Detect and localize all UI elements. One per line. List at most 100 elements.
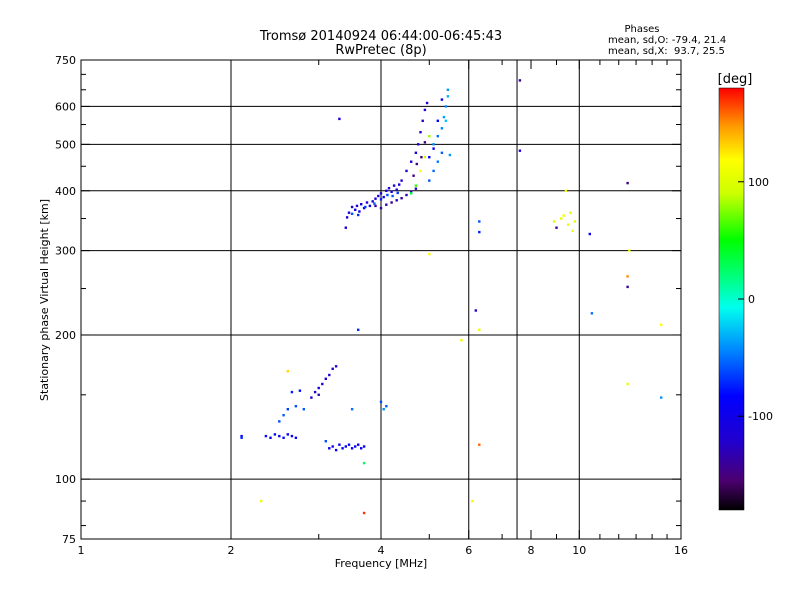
data-point (360, 447, 363, 450)
data-point (331, 445, 334, 448)
data-point (260, 499, 263, 503)
data-point (382, 195, 385, 199)
data-point (374, 197, 377, 200)
data-point (419, 131, 422, 134)
data-point (347, 211, 351, 214)
data-point (423, 156, 427, 159)
data-point (444, 119, 448, 122)
data-point (379, 198, 383, 201)
x-tick-label: 4 (378, 544, 385, 557)
data-point (395, 199, 398, 202)
data-point (560, 217, 563, 220)
data-point (391, 194, 394, 198)
y-ticks: 75 100 200 300 400 500 600 750 (55, 54, 681, 546)
data-point (660, 323, 663, 326)
data-point (410, 190, 413, 193)
x-tick-label: 8 (528, 544, 535, 557)
data-point (385, 405, 388, 408)
data-point (350, 205, 354, 209)
data-point (350, 447, 354, 450)
data-point (313, 390, 317, 394)
data-point (269, 436, 272, 439)
data-point (286, 370, 289, 373)
data-point (374, 204, 377, 208)
data-point (357, 443, 360, 446)
data-point (478, 328, 481, 331)
data-point (364, 205, 367, 209)
data-point (400, 179, 403, 182)
data-point (334, 365, 338, 368)
data-point (350, 212, 354, 215)
data-point (294, 405, 298, 408)
data-point (552, 220, 556, 223)
data-point (382, 408, 385, 411)
data-point (390, 201, 393, 204)
data-point (345, 216, 349, 219)
data-point (328, 373, 331, 377)
data-point (396, 191, 399, 195)
data-point (428, 179, 431, 182)
data-point (240, 434, 243, 438)
data-point (564, 189, 568, 192)
data-point (405, 169, 408, 173)
x-tick-label: 2 (228, 544, 235, 557)
data-point (385, 203, 388, 206)
data-point (423, 108, 427, 112)
data-point (379, 206, 383, 210)
data-point (423, 141, 427, 144)
data-points (240, 79, 663, 515)
y-tick-label: 75 (62, 533, 76, 546)
colorbar (718, 87, 745, 511)
x-tick-label: 16 (674, 544, 688, 557)
data-point (436, 135, 439, 138)
data-point (338, 117, 341, 121)
y-tick-label: 400 (55, 185, 76, 198)
data-point (440, 151, 444, 154)
data-point (419, 169, 422, 173)
data-point (324, 377, 327, 380)
data-point (357, 328, 360, 331)
data-point (440, 127, 444, 130)
colorbar-tick-label: -100 (748, 410, 773, 423)
data-point (432, 143, 435, 146)
data-point (425, 101, 429, 105)
data-point (471, 499, 474, 503)
data-point (344, 445, 347, 448)
data-point (317, 386, 320, 390)
data-point (371, 200, 374, 203)
data-point (324, 440, 327, 443)
data-point (358, 210, 361, 213)
data-point (415, 162, 418, 166)
data-point (328, 447, 331, 450)
data-point (282, 436, 285, 439)
data-point (354, 208, 357, 211)
x-tick-label: 1 (78, 544, 85, 557)
data-point (428, 156, 431, 159)
data-point (626, 181, 629, 185)
data-point (478, 443, 481, 446)
data-point (264, 434, 268, 438)
data-point (347, 443, 351, 446)
data-point (573, 220, 577, 223)
data-point (414, 151, 418, 154)
data-point (660, 396, 663, 399)
data-point (474, 309, 477, 312)
data-point (286, 408, 289, 411)
data-point (368, 204, 372, 208)
data-point (290, 390, 294, 394)
data-point (414, 187, 418, 190)
data-point (298, 389, 302, 392)
data-point (567, 223, 570, 226)
data-point (278, 434, 281, 438)
data-point (446, 95, 450, 98)
x-tick-label: 10 (572, 544, 586, 557)
data-point (362, 511, 366, 515)
data-point (395, 188, 398, 191)
phases-box-title: Phases (624, 24, 659, 35)
data-point (628, 249, 631, 252)
colorbar-tick-label: 0 (748, 293, 755, 306)
data-point (417, 143, 420, 146)
data-point (387, 187, 391, 190)
